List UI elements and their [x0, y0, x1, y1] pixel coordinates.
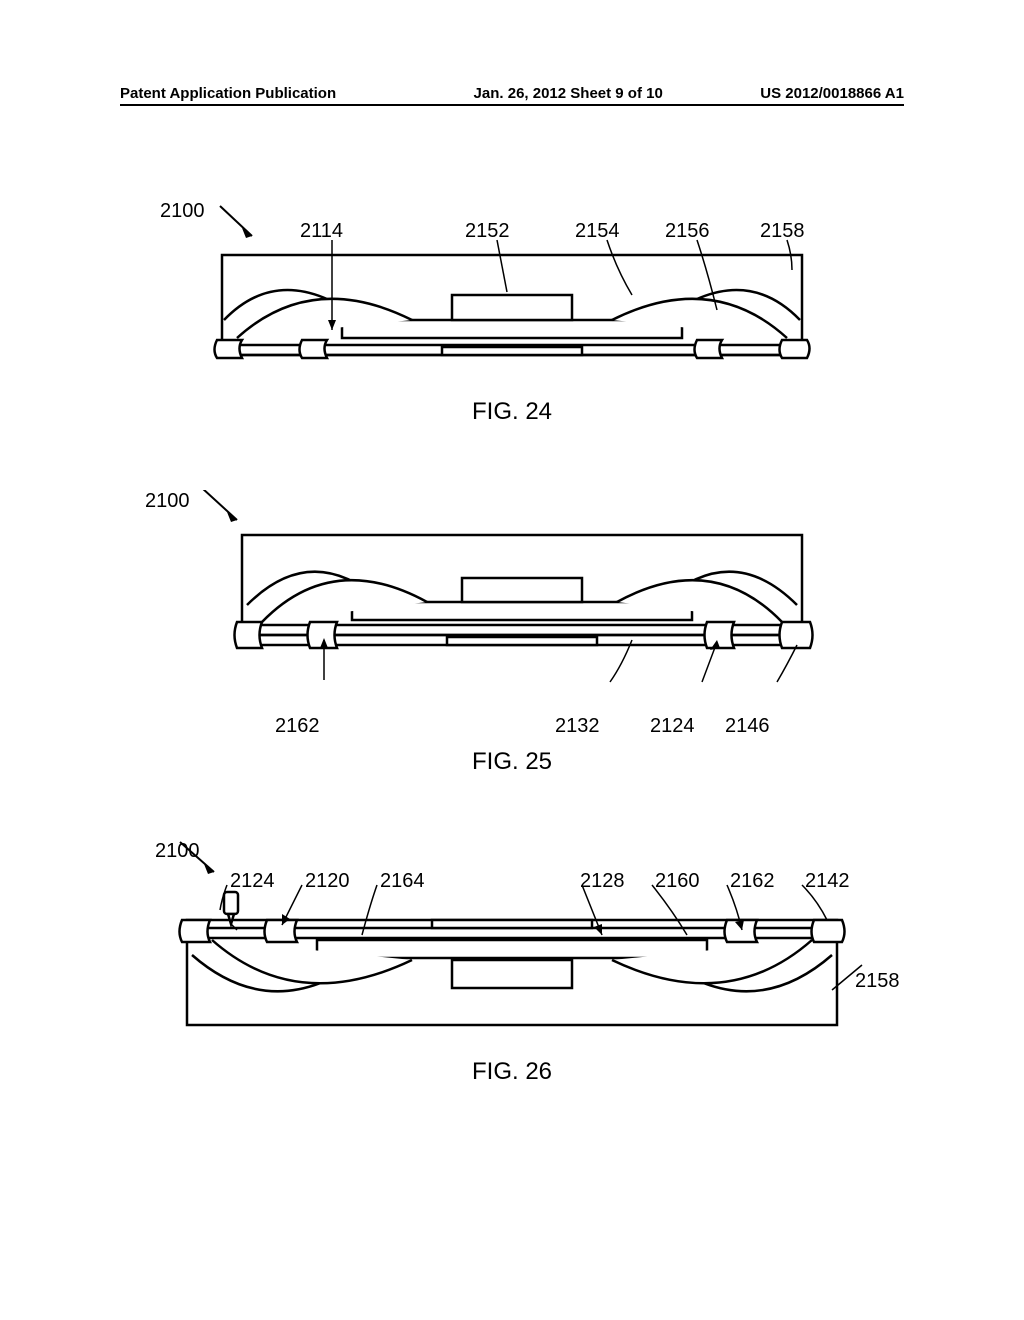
label-2158: 2158 [760, 220, 805, 243]
header-mid: Jan. 26, 2012 Sheet 9 of 10 [474, 85, 663, 102]
patent-page: Patent Application Publication Jan. 26, … [0, 0, 1024, 1320]
fig24-caption: FIG. 24 [0, 398, 1024, 426]
label-2114: 2114 [300, 220, 343, 243]
figure-26: 2100 2124 2120 2164 2128 2160 2162 2142 … [0, 840, 1024, 1086]
fig25-svg [162, 490, 862, 700]
assembly-ref-26: 2100 [155, 840, 200, 863]
label-2124b: 2124 [230, 870, 275, 893]
label-2132: 2132 [555, 715, 600, 738]
label-2160: 2160 [655, 870, 700, 893]
figure-25: 2100 [0, 490, 1024, 776]
label-2152: 2152 [465, 220, 510, 243]
label-2158b: 2158 [855, 970, 900, 993]
label-2164: 2164 [380, 870, 425, 893]
label-2154: 2154 [575, 220, 620, 243]
label-2142: 2142 [805, 870, 850, 893]
header-left: Patent Application Publication [120, 85, 336, 102]
label-2156: 2156 [665, 220, 710, 243]
label-2162b: 2162 [730, 870, 775, 893]
fig25-caption: FIG. 25 [0, 748, 1024, 776]
label-2120: 2120 [305, 870, 350, 893]
label-2124: 2124 [650, 715, 695, 738]
fig24-svg [162, 200, 862, 390]
assembly-ref-24: 2100 [160, 200, 205, 223]
label-2146: 2146 [725, 715, 770, 738]
fig26-caption: FIG. 26 [0, 1058, 1024, 1086]
header-right: US 2012/0018866 A1 [760, 85, 904, 102]
assembly-ref-25: 2100 [145, 490, 190, 513]
label-2162: 2162 [275, 715, 320, 738]
label-2128: 2128 [580, 870, 625, 893]
page-header: Patent Application Publication Jan. 26, … [120, 85, 904, 106]
figure-24: 2100 2114 2152 2154 2156 2158 [0, 200, 1024, 426]
